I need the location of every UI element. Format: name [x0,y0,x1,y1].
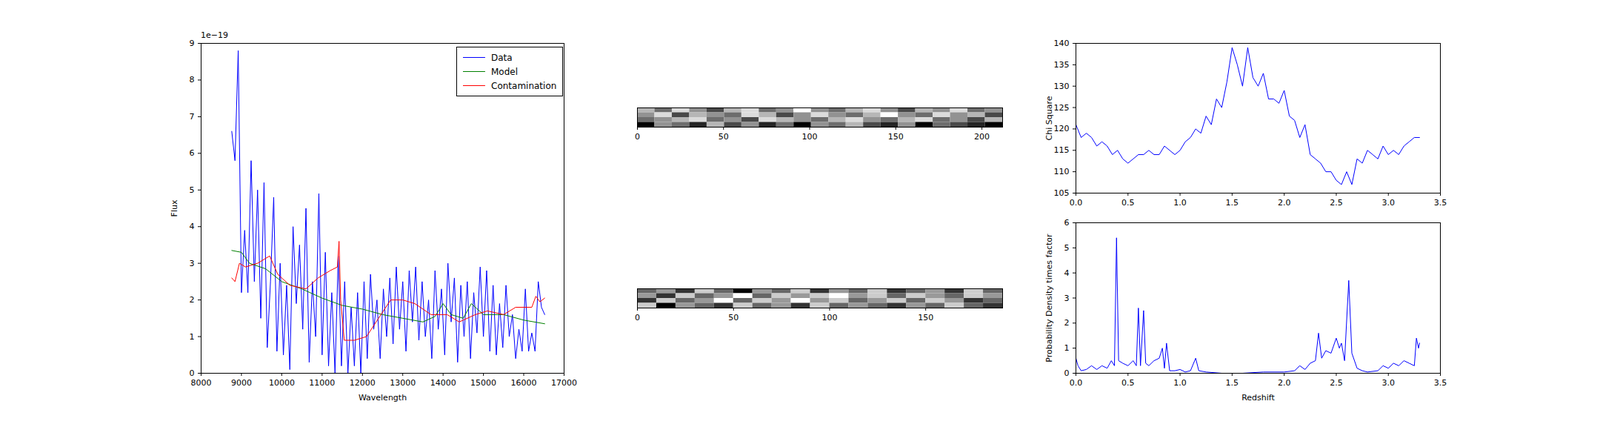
svg-text:115: 115 [1054,145,1070,155]
svg-text:9: 9 [189,38,195,49]
svg-text:0: 0 [634,312,640,323]
svg-text:125: 125 [1054,102,1070,113]
svg-text:2.0: 2.0 [1277,377,1292,388]
svg-text:100: 100 [802,131,818,142]
svg-text:0: 0 [634,131,640,142]
svg-text:50: 50 [728,312,739,323]
svg-text:Redshift: Redshift [1241,392,1275,403]
svg-text:5: 5 [189,185,195,195]
svg-text:Chi Square: Chi Square [1044,95,1055,140]
svg-text:3.0: 3.0 [1381,377,1395,388]
svg-text:0.0: 0.0 [1069,197,1083,208]
html-text:Model: Model [491,66,518,77]
svg-text:200: 200 [974,131,990,142]
svg-text:105: 105 [1054,188,1070,198]
svg-text:2: 2 [1064,317,1070,328]
svg-text:150: 150 [917,312,934,323]
svg-text:3.5: 3.5 [1434,377,1448,388]
svg-text:17000: 17000 [551,377,578,388]
svg-text:130: 130 [1054,81,1070,92]
svg-text:6: 6 [189,148,195,158]
svg-text:Probability Density times fact: Probability Density times factor [1044,233,1055,363]
svg-text:5: 5 [1064,242,1070,253]
svg-text:10000: 10000 [268,377,295,388]
svg-text:2.5: 2.5 [1329,377,1343,388]
svg-text:Wavelength: Wavelength [358,392,407,403]
svg-text:4: 4 [1064,268,1070,278]
html-text:Contamination: Contamination [491,80,557,91]
svg-text:120: 120 [1054,123,1070,134]
svg-text:100: 100 [821,312,838,323]
svg-text:1.5: 1.5 [1225,377,1240,388]
svg-text:3.0: 3.0 [1381,197,1395,208]
svg-text:1: 1 [189,331,195,342]
html-text:Data: Data [491,52,513,63]
svg-text:1.0: 1.0 [1173,377,1187,388]
svg-text:7: 7 [189,111,195,122]
svg-text:11000: 11000 [308,377,335,388]
svg-text:3: 3 [189,258,195,269]
svg-text:0.0: 0.0 [1069,377,1083,388]
svg-text:50: 50 [718,131,729,142]
svg-text:3.5: 3.5 [1434,197,1448,208]
svg-text:12000: 12000 [349,377,376,388]
svg-text:4: 4 [189,221,195,232]
svg-text:0.5: 0.5 [1121,197,1135,208]
svg-text:2: 2 [189,294,195,305]
svg-text:0: 0 [189,368,195,378]
html-text:1e−19: 1e−19 [200,30,229,40]
svg-text:1: 1 [1064,342,1070,353]
svg-text:15000: 15000 [470,377,497,388]
svg-text:14000: 14000 [430,377,457,388]
svg-text:150: 150 [888,131,904,142]
svg-text:140: 140 [1054,38,1070,49]
svg-text:3: 3 [1064,293,1070,303]
svg-text:6: 6 [1064,217,1070,228]
svg-text:0.5: 0.5 [1121,377,1135,388]
svg-text:8: 8 [189,74,195,85]
svg-text:Flux: Flux [169,199,180,217]
svg-text:1.5: 1.5 [1225,197,1240,208]
svg-text:1.0: 1.0 [1173,197,1187,208]
svg-text:135: 135 [1054,60,1070,70]
svg-text:110: 110 [1054,166,1070,177]
svg-text:2.0: 2.0 [1277,197,1292,208]
svg-text:0: 0 [1064,368,1070,378]
svg-text:16000: 16000 [511,377,538,388]
svg-text:2.5: 2.5 [1329,197,1343,208]
svg-text:8000: 8000 [191,377,212,388]
svg-text:13000: 13000 [389,377,416,388]
svg-text:9000: 9000 [231,377,252,388]
